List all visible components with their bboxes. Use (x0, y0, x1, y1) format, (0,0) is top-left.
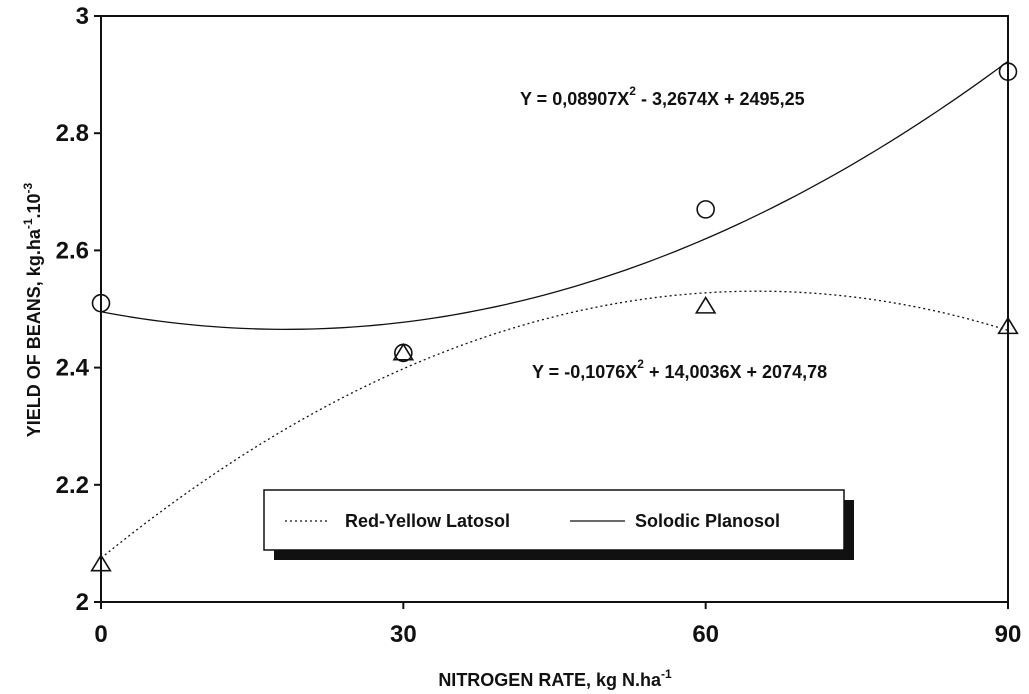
equation-red-yellow-latosol: Y = -0,1076X2 + 14,0036X + 2074,78 (532, 357, 827, 382)
legend: Red-Yellow Latosol Solodic Planosol (263, 489, 854, 560)
y-tick-label: 2.6 (56, 237, 89, 264)
y-tick-label: 3 (76, 3, 89, 30)
y-axis-title: YIELD OF BEANS, kg.ha-1.10-3 (21, 182, 44, 437)
data-point-red-yellow-latosol (694, 296, 717, 314)
legend-label-solodic-planosol: Solodic Planosol (635, 511, 780, 531)
data-point-solodic-planosol (696, 200, 715, 219)
data-point-solodic-planosol (394, 343, 413, 363)
data-point-red-yellow-latosol (997, 316, 1019, 335)
y-tick-label: 2 (76, 589, 89, 616)
data-point-solodic-planosol (998, 62, 1018, 81)
legend-label-red-yellow-latosol: Red-Yellow Latosol (345, 511, 510, 531)
fit-curve-red-yellow-latosol (100, 290, 1009, 559)
x-tick-label: 0 (94, 621, 107, 648)
equation-solodic-planosol: Y = 0,08907X2 - 3,2674X + 2495,25 (520, 84, 805, 109)
data-point-solodic-planosol (91, 293, 111, 313)
x-axis-title: NITROGEN RATE, kg N.ha-1 (438, 667, 672, 690)
data-point-red-yellow-latosol (392, 342, 415, 361)
y-tick-label: 2.4 (56, 355, 90, 382)
x-tick-label: 90 (995, 621, 1022, 648)
data-point-red-yellow-latosol (90, 553, 112, 572)
fit-curve-solodic-planosol (100, 60, 1009, 330)
y-tick-label: 2.8 (56, 120, 89, 147)
legend-box (263, 489, 845, 551)
plot-frame (100, 15, 1009, 603)
x-tick-label: 60 (692, 621, 719, 648)
x-tick-label: 30 (390, 621, 417, 648)
y-tick-label: 2.2 (56, 472, 89, 499)
